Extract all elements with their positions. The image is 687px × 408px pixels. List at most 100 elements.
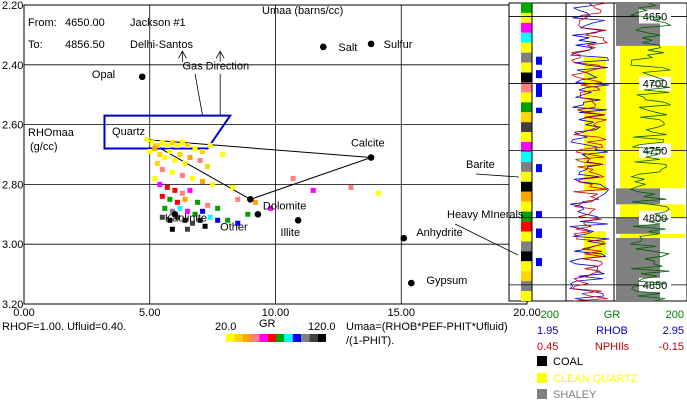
depth-label: 4700 [643, 79, 667, 91]
x-tick-label: 5.00 [139, 307, 160, 319]
color-bar-swatch [301, 334, 310, 342]
mineral-label: Gypsum [426, 275, 467, 287]
x-axis-label: Umaa (barns/cc) [262, 5, 343, 17]
log-scale-left: -200 [537, 309, 559, 321]
y-tick-label: 2.20 [2, 0, 23, 12]
data-point [174, 214, 180, 220]
data-point [179, 140, 185, 146]
mineral-triangle [144, 139, 372, 200]
gas-arrow-line [194, 73, 203, 116]
litho-strip-segment [521, 52, 532, 63]
litho-strip-segment [521, 201, 532, 212]
data-point [157, 181, 163, 187]
data-point [200, 178, 206, 184]
x-tick-label: 0.00 [13, 307, 34, 319]
log-scale-right: -0.15 [659, 341, 684, 353]
gas-effect-box [103, 114, 233, 150]
gr-scale-min: 20.0 [215, 321, 236, 333]
color-bar-swatch [317, 334, 326, 342]
data-point [190, 220, 196, 226]
data-point [162, 154, 168, 160]
crossplot-points [144, 137, 382, 232]
mineral-label: Kaolinite [165, 212, 207, 224]
data-point [235, 220, 241, 226]
litho-strip-segment [521, 72, 532, 83]
data-point [267, 205, 273, 211]
color-bar-swatch [242, 334, 251, 342]
coal-flag [536, 56, 542, 65]
heavy-minerals-callout: Heavy MInerals [447, 209, 524, 221]
data-point [169, 140, 175, 146]
from-label: From: [28, 17, 57, 29]
data-point [230, 184, 236, 190]
barite-callout-line [475, 173, 520, 178]
data-point [376, 190, 382, 196]
log-scale-name: RHOB [596, 325, 628, 337]
legend-swatch [537, 356, 547, 366]
y-axis-label-top: RHOmaa [28, 127, 75, 139]
litho-strip-segment [521, 22, 532, 33]
data-point [157, 152, 163, 157]
data-point [174, 143, 180, 149]
legend-swatch [537, 389, 547, 399]
data-point [192, 146, 198, 152]
data-point [159, 214, 165, 220]
litho-strip-segment [521, 191, 532, 202]
mineral-label: Anhydrite [416, 227, 462, 239]
data-point [197, 157, 203, 163]
coal-flag [536, 211, 542, 218]
data-point [205, 202, 211, 208]
litho-strip-segment [521, 62, 532, 73]
heavy-minerals-callout-line [454, 223, 519, 256]
data-point [187, 187, 193, 193]
data-point [310, 187, 316, 193]
data-point [154, 160, 160, 166]
data-point [192, 211, 198, 217]
mineral-label: Salt [338, 42, 357, 54]
depth-label-bg [639, 9, 671, 24]
litho-strip-segment [521, 142, 532, 152]
data-point [177, 205, 183, 211]
formula-line-1: Umaa=(RHOB*PEF-PHIT*Ufluid) [346, 321, 508, 333]
data-point [179, 190, 185, 196]
log-scale-header: -200 GR 200 1.95 RHOB 2.95 0.45 NPHIls -0.15 [537, 309, 684, 353]
log-scale-right: 2.95 [663, 325, 684, 337]
mineral-label: Sulfur [384, 39, 413, 51]
mineral-point [138, 73, 146, 81]
data-point [182, 217, 188, 223]
crossplot-overlays: Quartz Gas Direction [103, 50, 372, 200]
litho-strip-segment [521, 291, 532, 301]
log-scale-right: 200 [666, 309, 684, 321]
depth-label-bg [639, 210, 671, 225]
mineral-point [247, 196, 254, 203]
lithology-legend: COAL CLEAN QUARTZ SHALEY [537, 356, 638, 401]
data-point [190, 175, 196, 181]
legend-label: SHALEY [553, 389, 597, 401]
data-point [215, 217, 221, 223]
data-point [252, 199, 258, 205]
data-point [149, 140, 155, 146]
data-point [179, 172, 185, 178]
mineral-label: Calcite [351, 138, 385, 150]
data-point [169, 208, 175, 214]
data-point [235, 196, 241, 202]
mineral-point [319, 43, 327, 51]
log-scale-left: 0.45 [537, 341, 558, 353]
data-point [200, 208, 206, 214]
data-point [144, 137, 150, 143]
data-point [184, 226, 190, 232]
litho-strip-segment [521, 12, 532, 23]
data-point [215, 205, 221, 211]
litho-strip-segment [521, 251, 532, 262]
mineral-point [367, 40, 375, 48]
data-point [167, 196, 173, 202]
data-point [159, 166, 165, 172]
data-point [162, 205, 168, 211]
data-point [169, 169, 175, 175]
data-point [154, 143, 160, 149]
mineral-points: Salt Sulfur Opal Calcite Dolomite Other Illite… [92, 39, 467, 287]
color-bar-swatch [251, 334, 260, 342]
data-point [290, 175, 296, 181]
